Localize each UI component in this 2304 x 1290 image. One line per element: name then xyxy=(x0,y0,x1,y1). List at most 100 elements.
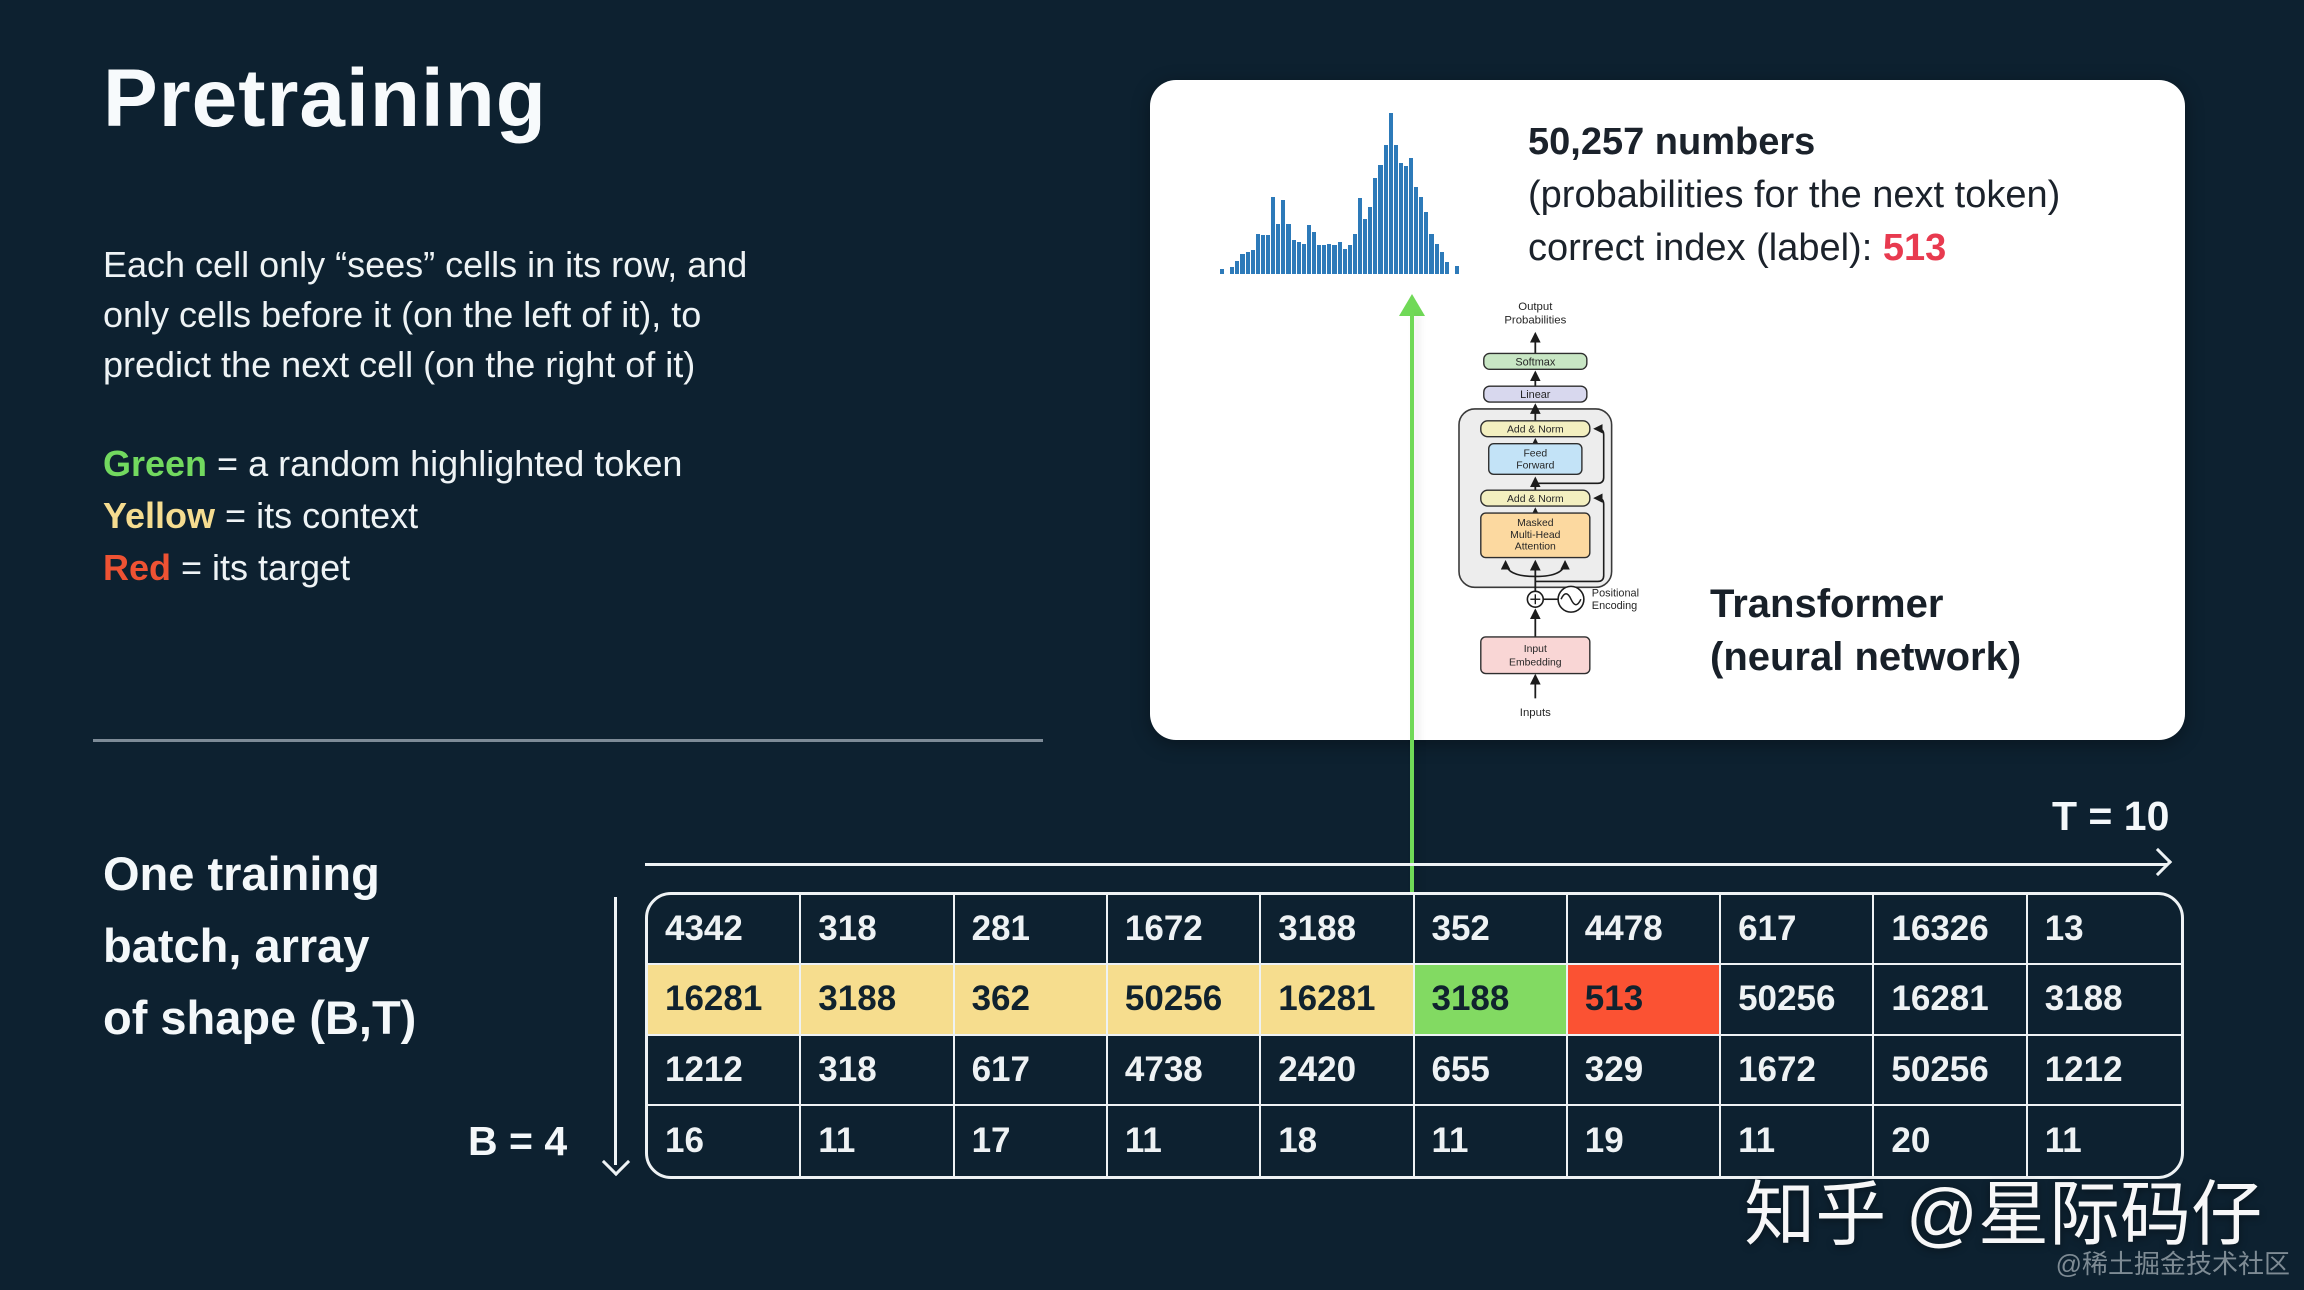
legend-row-green: Green = a random highlighted token xyxy=(103,438,682,490)
softmax-label: Softmax xyxy=(1515,356,1556,368)
table-cell: 11 xyxy=(1108,1105,1262,1176)
masked-attention-box xyxy=(1480,512,1591,559)
histogram-bar xyxy=(1357,198,1363,274)
card-headline: 50,257 numbers xyxy=(1528,121,1816,163)
watermark-zhihu: 知乎 @星际码仔 xyxy=(1744,1176,2262,1255)
t-dimension-label: T = 10 xyxy=(2052,793,2170,839)
legend-desc-red: = its target xyxy=(181,547,351,588)
batch-table: 4342 318 281 1672 3188 352 4478 617 16326 13 16281… xyxy=(645,892,2184,1179)
table-cell: 362 xyxy=(954,965,1108,1036)
table-cell: 3188 xyxy=(1261,895,1415,966)
b-dimension-label: B = 4 xyxy=(468,1118,568,1164)
histogram-bar xyxy=(1235,260,1240,274)
table-cell: 11 xyxy=(801,1105,955,1176)
batch-shape-line: batch, array xyxy=(103,919,370,972)
table-cell: 617 xyxy=(1721,895,1875,966)
table-cell: 11 xyxy=(2044,1120,2082,1160)
batch-shape-label: One training batch, array of shape (B,T) xyxy=(103,838,416,1054)
description-paragraph: Each cell only “sees” cells in its row, … xyxy=(103,240,943,390)
card-label-line: correct index (label): 513 xyxy=(1528,222,2060,275)
table-cell: 4738 xyxy=(1107,1035,1262,1106)
softmax-box xyxy=(1483,352,1588,371)
table-cell: 16281 xyxy=(648,965,802,1036)
table-cell: 655 xyxy=(1414,1035,1568,1106)
histogram-bar xyxy=(1250,250,1255,274)
histogram-bar xyxy=(1398,163,1403,274)
legend-desc-yellow: = its context xyxy=(225,495,419,536)
histogram-bar xyxy=(1240,253,1245,274)
green-arrow xyxy=(1410,312,1414,962)
transformer-caption-line1: Transformer xyxy=(1710,582,1944,626)
t-axis-arrow xyxy=(645,863,2167,866)
masked-attention-label-3: Attention xyxy=(1515,542,1556,553)
positional-encoding-label-2: Encoding xyxy=(1592,600,1637,612)
legend-term-red: Red xyxy=(103,547,172,588)
paragraph-line: predict the next cell (on the right of i… xyxy=(103,344,696,385)
histogram-bar xyxy=(1363,218,1368,274)
table-cell: 4342 xyxy=(648,895,802,966)
color-legend: Green = a random highlighted token Yellow… xyxy=(103,438,682,594)
histogram-bar xyxy=(1419,196,1424,274)
table-cell: 16326 xyxy=(1874,895,2028,966)
table-cell: 3188 xyxy=(801,965,955,1036)
input-embedding-box xyxy=(1480,636,1591,675)
table-cell: 1672 xyxy=(1107,895,1262,966)
histogram-bar xyxy=(1260,235,1265,274)
histogram-bar xyxy=(1337,242,1342,274)
next-token-card: 50,257 numbers (probabilities for the ne… xyxy=(1150,80,2185,740)
masked-attention-label-1: Masked xyxy=(1517,518,1554,529)
table-cell: 13 xyxy=(2027,895,2181,966)
histogram-bar xyxy=(1276,223,1281,274)
histogram-bar xyxy=(1230,267,1235,274)
histogram-bar xyxy=(1347,245,1352,274)
histogram-bar xyxy=(1271,196,1276,274)
legend-row-red: Red = its target xyxy=(103,542,682,594)
table-cell: 318 xyxy=(801,895,955,966)
table-cell: 318 xyxy=(801,1035,955,1106)
table-cell: 329 xyxy=(1567,1035,1722,1106)
histogram-bar xyxy=(1373,178,1378,274)
table-cell: 513 xyxy=(1567,965,1722,1036)
histogram-bar xyxy=(1281,200,1286,274)
histogram-bar xyxy=(1342,248,1347,274)
table-cell: 11 xyxy=(1721,1105,1875,1176)
table-cell: 2420 xyxy=(1261,1035,1415,1106)
table-cell: 18 xyxy=(1261,1105,1415,1176)
histogram-bar xyxy=(1409,158,1414,274)
add-norm-bottom-box xyxy=(1480,489,1591,507)
probability-histogram xyxy=(1220,106,1460,274)
histogram-bar xyxy=(1265,235,1271,274)
table-cell: 19 xyxy=(1568,1105,1722,1176)
table-cell: 1672 xyxy=(1721,1035,1875,1106)
table-cell: 1212 xyxy=(2027,1036,2181,1106)
table-cell: 11 xyxy=(1415,1105,1568,1176)
table-cell: 50256 xyxy=(1874,1035,2028,1106)
histogram-bar xyxy=(1424,211,1429,274)
histogram-bar xyxy=(1388,112,1393,274)
table-cell: 281 xyxy=(954,895,1108,966)
legend-term-green: Green xyxy=(103,443,208,484)
histogram-bar xyxy=(1301,243,1306,274)
table-cell: 50256 xyxy=(1721,965,1875,1036)
histogram-bar xyxy=(1414,186,1419,274)
histogram-bar xyxy=(1306,225,1311,274)
watermark-juejin: @稀土掘金技术社区 xyxy=(2055,1249,2290,1279)
table-cell: 17 xyxy=(955,1105,1108,1176)
legend-desc-green: = a random highlighted token xyxy=(217,443,683,484)
table-cell: 1212 xyxy=(648,1035,802,1106)
histogram-bar xyxy=(1322,245,1327,274)
input-embedding-label-1: Input xyxy=(1524,644,1547,655)
linear-label: Linear xyxy=(1520,389,1551,401)
histogram-bar xyxy=(1383,144,1388,274)
add-norm-top-label: Add & Norm xyxy=(1507,425,1564,436)
histogram-bar xyxy=(1393,144,1398,274)
histogram-bar xyxy=(1296,242,1301,274)
feed-forward-box xyxy=(1488,442,1583,476)
correct-label-value: 513 xyxy=(1882,227,1947,269)
paragraph-line: only cells before it (on the left of it)… xyxy=(103,294,702,335)
histogram-bar xyxy=(1245,252,1250,274)
input-embedding-label-2: Embedding xyxy=(1509,658,1562,669)
b-axis-arrow-head xyxy=(601,1147,631,1177)
table-cell: 16 xyxy=(648,1105,802,1176)
